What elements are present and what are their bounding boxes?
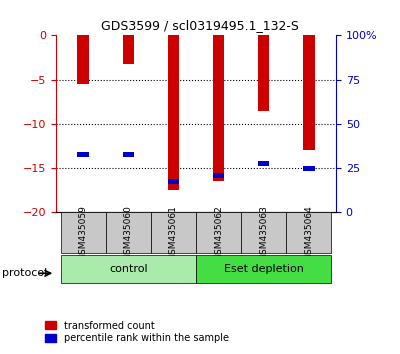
Bar: [303, 35, 314, 150]
Bar: [303, 166, 314, 171]
Bar: [241, 212, 286, 253]
Bar: [196, 212, 241, 253]
Bar: [123, 35, 134, 64]
Text: GSM435061: GSM435061: [169, 205, 178, 260]
Bar: [60, 255, 196, 283]
Text: control: control: [109, 264, 148, 274]
Bar: [78, 35, 89, 84]
Bar: [106, 212, 151, 253]
Bar: [78, 153, 89, 157]
Legend: transformed count, percentile rank within the sample: transformed count, percentile rank withi…: [41, 317, 233, 347]
Bar: [151, 212, 196, 253]
Text: protocol: protocol: [2, 268, 47, 278]
Text: GSM435060: GSM435060: [124, 205, 133, 260]
Bar: [168, 179, 179, 184]
Bar: [286, 212, 332, 253]
Text: GDS3599 / scl0319495.1_132-S: GDS3599 / scl0319495.1_132-S: [101, 19, 299, 33]
Text: GSM435059: GSM435059: [78, 205, 88, 260]
Bar: [213, 35, 224, 181]
Text: Eset depletion: Eset depletion: [224, 264, 304, 274]
Text: GSM435062: GSM435062: [214, 205, 223, 260]
Bar: [168, 35, 179, 190]
Bar: [258, 161, 269, 166]
Bar: [213, 173, 224, 178]
Text: GSM435064: GSM435064: [304, 205, 314, 260]
Bar: [60, 212, 106, 253]
Text: GSM435063: GSM435063: [259, 205, 268, 260]
Bar: [258, 35, 269, 110]
Bar: [196, 255, 332, 283]
Bar: [123, 153, 134, 157]
